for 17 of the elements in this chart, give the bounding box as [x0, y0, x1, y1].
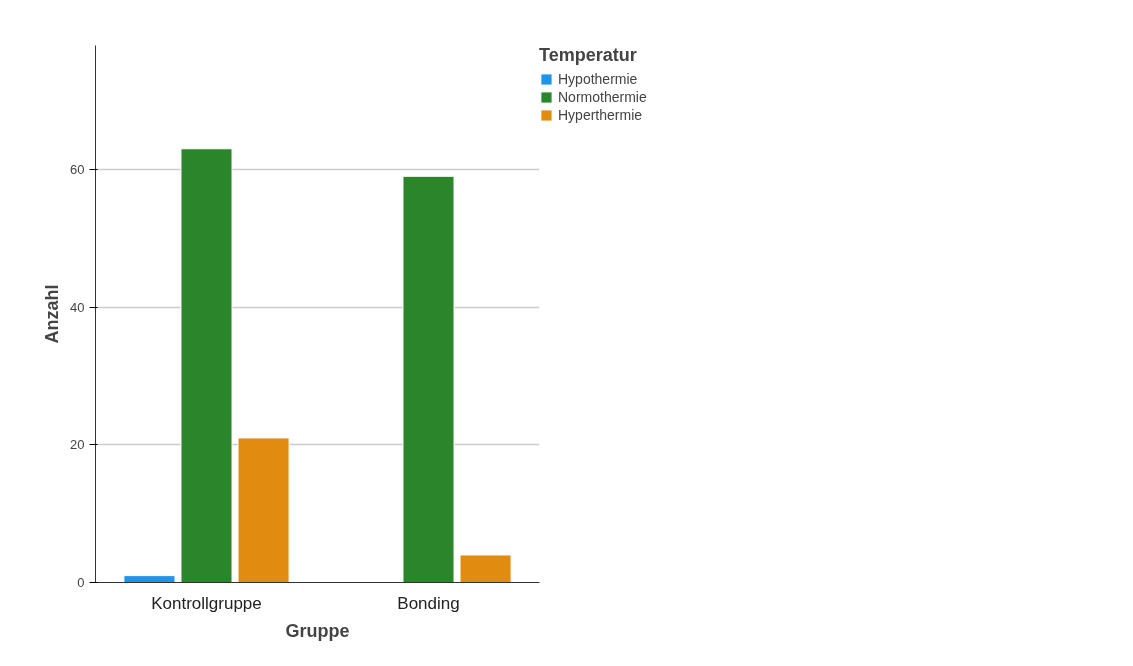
bar: [459, 554, 512, 583]
x-tick-label: Kontrollgruppe: [151, 593, 262, 613]
legend-label: Normothermie: [558, 89, 647, 105]
bar: [402, 175, 455, 583]
y-tick-label: 20: [70, 437, 85, 453]
legend-label: Hypothermie: [558, 71, 638, 87]
y-tick-label: 60: [70, 161, 85, 177]
y-tick-label: 40: [70, 299, 85, 315]
y-axis-title: Anzahl: [42, 284, 63, 344]
x-axis-title: Gruppe: [285, 620, 350, 641]
bar: [180, 148, 233, 583]
y-tick-label: 0: [77, 575, 85, 590]
bar: [123, 575, 176, 583]
legend-title: Temperatur: [539, 45, 638, 66]
x-tick-label: Bonding: [397, 593, 460, 613]
legend-label: Hyperthermie: [558, 107, 643, 123]
bar: [237, 437, 290, 583]
